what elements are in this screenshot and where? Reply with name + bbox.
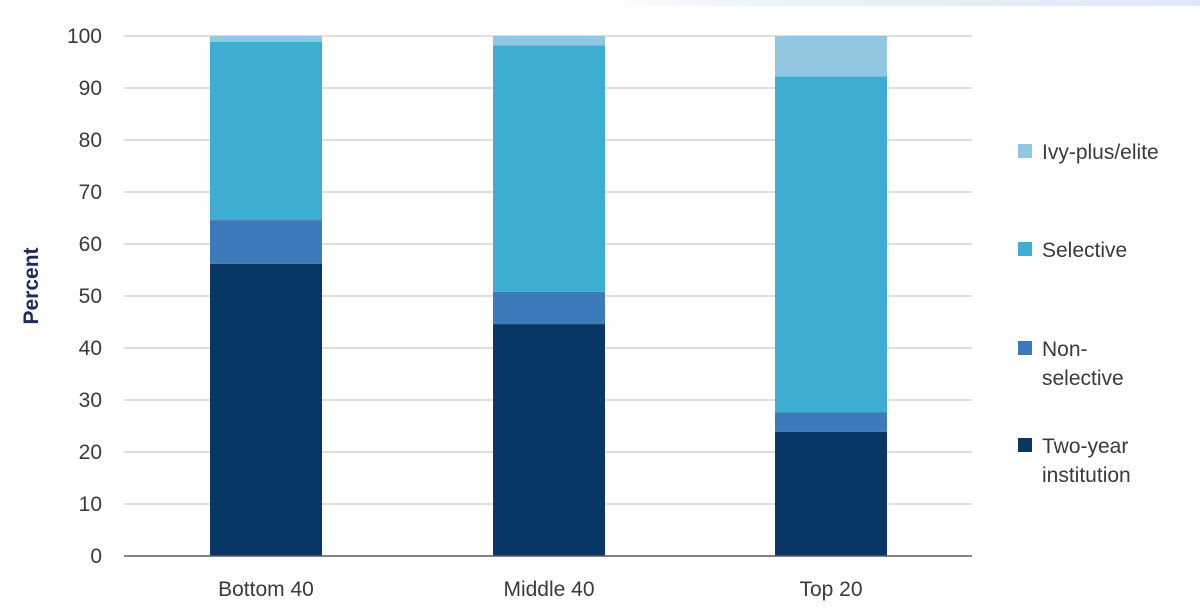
bar-segment-two-year-institution-middle-40 xyxy=(493,324,605,556)
bar-segment-ivy-plus-elite-bottom-40 xyxy=(210,36,322,42)
bar-segment-ivy-plus-elite-top-20 xyxy=(775,36,887,77)
legend-swatch xyxy=(1018,144,1032,158)
x-category-label: Bottom 40 xyxy=(218,578,314,601)
bar-segment-ivy-plus-elite-middle-40 xyxy=(493,36,605,46)
bar-segment-selective-bottom-40 xyxy=(210,41,322,221)
y-axis-title: Percent xyxy=(20,247,43,324)
legend-label: institution xyxy=(1042,464,1131,487)
y-tick-label: 70 xyxy=(79,181,102,204)
bar-segment-non-selective-bottom-40 xyxy=(210,220,322,264)
bar-segment-non-selective-middle-40 xyxy=(493,291,605,325)
y-tick-label: 40 xyxy=(79,337,102,360)
y-tick-label: 100 xyxy=(67,25,102,48)
x-category-label: Middle 40 xyxy=(503,578,594,601)
y-tick-label: 30 xyxy=(79,389,102,412)
x-category-label: Top 20 xyxy=(799,578,862,601)
legend-item: Non-selective xyxy=(1018,338,1124,390)
y-tick-label: 10 xyxy=(79,493,102,516)
y-tick-label: 80 xyxy=(79,129,102,152)
legend-item: Ivy-plus/elite xyxy=(1018,141,1159,164)
y-tick-label: 60 xyxy=(79,233,102,256)
bar-segment-selective-top-20 xyxy=(775,76,887,413)
y-tick-label: 0 xyxy=(90,545,102,568)
legend-label: Non- xyxy=(1042,338,1088,361)
legend-item: Two-year institution xyxy=(1018,435,1131,487)
bar-segment-selective-middle-40 xyxy=(493,45,605,292)
bar-segment-non-selective-top-20 xyxy=(775,412,887,432)
legend-label: selective xyxy=(1042,367,1124,390)
y-tick-label: 20 xyxy=(79,441,102,464)
legend: Ivy-plus/elite Selective Non-selective Two-… xyxy=(1018,141,1159,487)
top-decorative-strip xyxy=(560,0,1200,6)
bars xyxy=(210,36,887,556)
bar-segment-two-year-institution-bottom-40 xyxy=(210,263,322,556)
legend-label: Two-year xyxy=(1042,435,1128,458)
y-tick-label: 90 xyxy=(79,77,102,100)
legend-swatch xyxy=(1018,242,1032,256)
legend-item: Selective xyxy=(1018,239,1127,262)
legend-label: Ivy-plus/elite xyxy=(1042,141,1159,164)
axes: 0 10 20 30 40 50 60 70 80 90 100 Bottom 40 Middle 40… xyxy=(67,25,972,601)
legend-swatch xyxy=(1018,341,1032,355)
legend-label: Selective xyxy=(1042,239,1127,262)
legend-swatch xyxy=(1018,438,1032,452)
bar-segment-two-year-institution-top-20 xyxy=(775,431,887,556)
y-tick-label: 50 xyxy=(79,285,102,308)
